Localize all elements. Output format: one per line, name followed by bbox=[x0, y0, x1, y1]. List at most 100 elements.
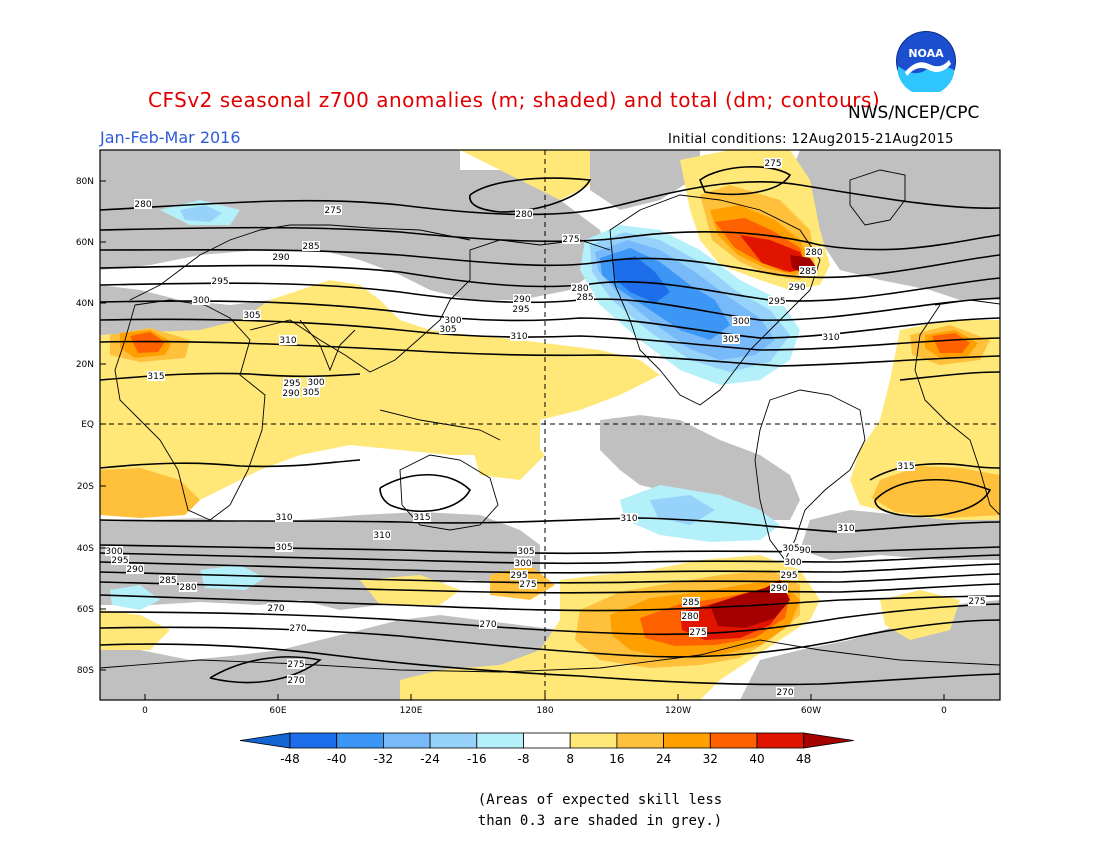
longitude-label: 0 bbox=[142, 706, 148, 716]
contour-label-bg bbox=[479, 619, 497, 629]
contour-label-bg bbox=[302, 387, 320, 397]
anomaly-region-neg16 bbox=[650, 495, 715, 525]
south-america-outline bbox=[754, 389, 866, 561]
contour-label: 305 bbox=[243, 311, 260, 321]
contour-label: 300 bbox=[192, 296, 209, 306]
contour-label-bg bbox=[275, 512, 293, 522]
europe-outline bbox=[129, 224, 471, 301]
contour-line bbox=[209, 656, 322, 684]
contour-label: 300 bbox=[444, 316, 461, 326]
contour-label-bg bbox=[519, 579, 537, 589]
contour-label: 310 bbox=[275, 513, 292, 523]
contour-line bbox=[100, 581, 1000, 594]
contour-line bbox=[100, 643, 1000, 686]
contour-label-bg bbox=[510, 331, 528, 341]
africa-outline bbox=[914, 304, 1000, 516]
agency-label: NWS/NCEP/CPC bbox=[848, 103, 980, 123]
latitude-label: 80N bbox=[76, 177, 94, 187]
contour-label: 305 bbox=[517, 547, 534, 557]
contour-label-bg bbox=[307, 377, 325, 387]
contour-label: 315 bbox=[147, 372, 164, 382]
contour-label: 295 bbox=[510, 571, 527, 581]
latitude-label: 20S bbox=[77, 482, 94, 492]
colorbar-swatch bbox=[569, 732, 618, 749]
colorbar-swatch bbox=[523, 732, 571, 749]
contour-line bbox=[100, 248, 1000, 279]
contour-label: 310 bbox=[620, 514, 637, 524]
longitude-label: 180 bbox=[536, 706, 553, 716]
contour-label-bg bbox=[517, 546, 535, 556]
latitude-label: 60S bbox=[77, 605, 94, 615]
contour-label-bg bbox=[510, 570, 528, 580]
contour-label-bg bbox=[272, 252, 290, 262]
contour-label: 280 bbox=[681, 612, 698, 622]
contour-label: 310 bbox=[510, 332, 527, 342]
contour-label-bg bbox=[780, 570, 798, 580]
anomaly-region-pos40 bbox=[740, 235, 808, 272]
noaa-logo-icon: NOAA bbox=[896, 31, 956, 92]
contour-label-bg bbox=[192, 295, 210, 305]
contour-line bbox=[100, 594, 1000, 612]
north-america-outline bbox=[609, 194, 821, 406]
contour-label: 275 bbox=[324, 206, 341, 216]
contour-label-bg bbox=[805, 247, 823, 257]
contour-label-bg bbox=[283, 378, 301, 388]
colorbar-tick-label: -40 bbox=[327, 752, 347, 766]
contour-label-bg bbox=[764, 158, 782, 168]
contour-label: 270 bbox=[776, 688, 793, 698]
coastlines bbox=[100, 169, 1000, 673]
greenland-outline bbox=[849, 169, 906, 226]
colorbar-swatch bbox=[709, 732, 758, 749]
contour-label: 290 bbox=[282, 389, 299, 399]
positive-anomaly-regions bbox=[100, 150, 1000, 700]
contour-label-bg bbox=[822, 332, 840, 342]
contour-label-bg bbox=[681, 611, 699, 621]
colorbar-swatch bbox=[382, 732, 431, 749]
contour-label-bg bbox=[413, 512, 431, 522]
contour-label-bg bbox=[287, 675, 305, 685]
contour-label: 305 bbox=[275, 543, 292, 553]
latitude-axis: 80N 60N 40N 20N EQ 20S 40S 60S 80S bbox=[76, 177, 106, 676]
contour-label-bg bbox=[279, 335, 297, 345]
contour-label-bg bbox=[788, 282, 806, 292]
anomaly-region-pos16 bbox=[872, 466, 1000, 518]
contour-label-bg bbox=[837, 523, 855, 533]
colorbar-arrow-low bbox=[239, 732, 291, 749]
contour-label-bg bbox=[289, 623, 307, 633]
contour-label: 295 bbox=[211, 277, 228, 287]
colorbar-tick-label: 8 bbox=[566, 752, 574, 766]
contour-label: 315 bbox=[897, 462, 914, 472]
longitude-axis: 0 60E 120E 180 120W 60W 0 bbox=[142, 694, 947, 716]
contour-label: 300 bbox=[732, 317, 749, 327]
contour-label: 300 bbox=[105, 547, 122, 557]
contour-label-bg bbox=[111, 555, 129, 565]
contour-label: 295 bbox=[111, 556, 128, 566]
colorbar-tick-label: 16 bbox=[609, 752, 624, 766]
map-title: CFSv2 seasonal z700 anomalies (m; shaded… bbox=[148, 88, 881, 112]
contour-label-bg bbox=[439, 324, 457, 334]
contour-line bbox=[100, 226, 1000, 251]
contour-label-bg bbox=[776, 687, 794, 697]
colorbar-swatch bbox=[616, 732, 665, 749]
colorbar-tick-label: -16 bbox=[467, 752, 487, 766]
contour-line bbox=[100, 561, 1000, 574]
contour-label: 280 bbox=[805, 248, 822, 258]
colorbar-swatch bbox=[429, 732, 478, 749]
contour-label-bg bbox=[897, 461, 915, 471]
contour-label: 280 bbox=[134, 200, 151, 210]
contour-label: 290 bbox=[126, 565, 143, 575]
contour-label: 290 bbox=[788, 283, 805, 293]
contour-line bbox=[100, 552, 1000, 565]
contour-label: 310 bbox=[279, 336, 296, 346]
contour-label-bg bbox=[576, 292, 594, 302]
contour-label: 305 bbox=[439, 325, 456, 335]
contour-label-bg bbox=[722, 334, 740, 344]
contour-label: 295 bbox=[768, 297, 785, 307]
contour-line bbox=[469, 177, 592, 213]
contour-label-bg bbox=[287, 659, 305, 669]
colorbar-tick-label: 32 bbox=[703, 752, 718, 766]
contour-line bbox=[869, 463, 1000, 481]
contour-label-bg bbox=[514, 558, 532, 568]
reference-lines bbox=[100, 150, 1000, 700]
contour-label: 290 bbox=[513, 295, 530, 305]
